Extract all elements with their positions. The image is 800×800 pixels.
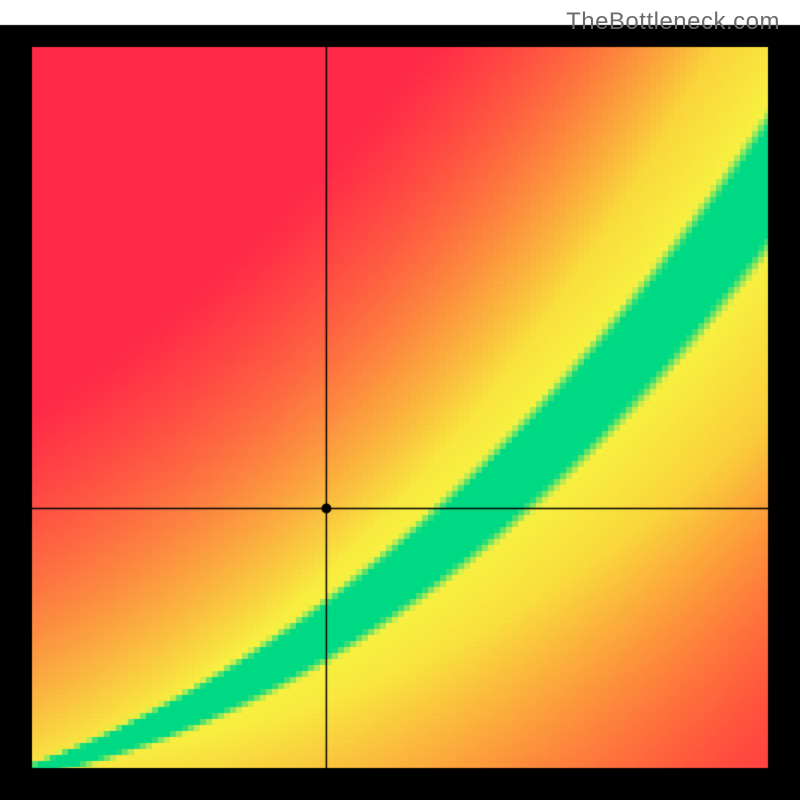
bottleneck-heatmap-canvas [0, 0, 800, 800]
chart-container: TheBottleneck.com [0, 0, 800, 800]
watermark-text: TheBottleneck.com [566, 8, 780, 36]
